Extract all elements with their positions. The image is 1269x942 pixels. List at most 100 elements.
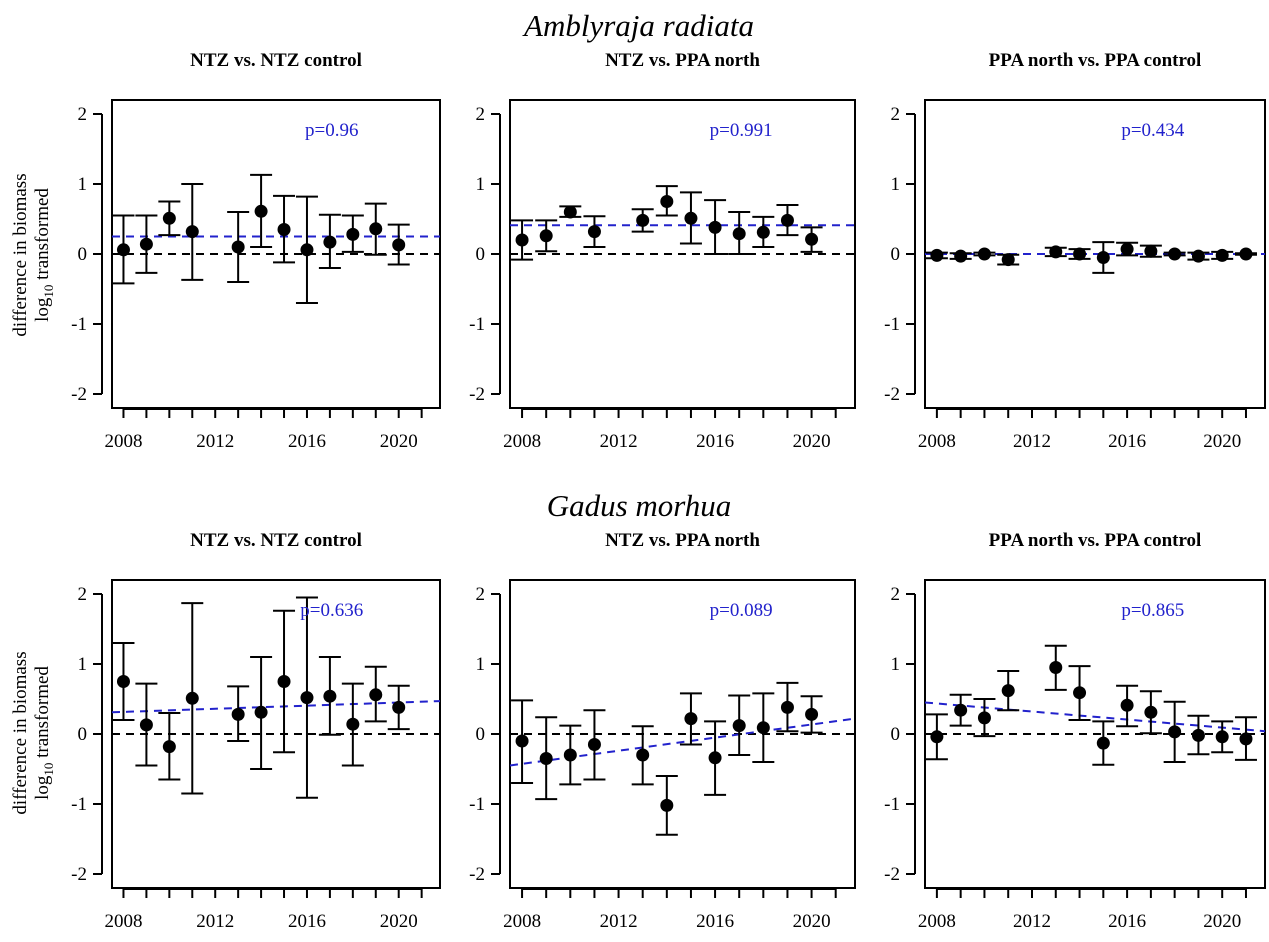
data-point bbox=[116, 675, 130, 688]
data-point bbox=[1096, 736, 1110, 750]
x-tick-label: 2020 bbox=[793, 911, 831, 932]
panel-title: NTZ vs. NTZ control bbox=[190, 530, 362, 551]
data-point bbox=[930, 730, 944, 744]
x-tick-label: 2016 bbox=[288, 431, 326, 452]
x-tick-label: 2016 bbox=[1108, 911, 1146, 932]
ylabel-bottom: difference in biomass log10 transformed bbox=[10, 651, 56, 814]
data-point bbox=[930, 248, 944, 262]
data-point bbox=[1120, 242, 1134, 256]
data-point bbox=[515, 233, 529, 247]
data-point bbox=[162, 211, 176, 225]
panel-5: NTZ vs. PPA north -2 -1 0 1 2 2008 2012 2016 2020… bbox=[469, 530, 856, 932]
data-point bbox=[1239, 732, 1253, 746]
data-point bbox=[780, 213, 794, 227]
species-title-top: Amblyraja radiata bbox=[522, 8, 754, 43]
y-axis: -2 -1 0 1 2 bbox=[884, 584, 916, 885]
x-axis: 2008 2012 2016 2020 bbox=[503, 408, 837, 452]
p-value-label: p=0.991 bbox=[710, 120, 773, 141]
y-axis: -2 -1 0 1 2 bbox=[884, 104, 916, 405]
data-point bbox=[1001, 684, 1015, 698]
data-point bbox=[756, 225, 770, 239]
panel-title: PPA north vs. PPA control bbox=[989, 530, 1202, 551]
x-axis: 2008 2012 2016 2020 bbox=[918, 408, 1247, 452]
y-axis: -2 -1 0 1 2 bbox=[71, 584, 103, 885]
x-tick-label: 2020 bbox=[380, 911, 418, 932]
x-tick-label: 2012 bbox=[196, 431, 234, 452]
y-tick-label: 0 bbox=[891, 724, 901, 745]
p-value-label: p=0.434 bbox=[1121, 120, 1184, 141]
x-tick-label: 2008 bbox=[104, 431, 142, 452]
data-point bbox=[805, 707, 819, 721]
y-tick-label: 0 bbox=[78, 724, 88, 745]
data-point bbox=[977, 247, 991, 261]
data-point bbox=[954, 249, 968, 263]
x-tick-label: 2016 bbox=[288, 911, 326, 932]
data-point bbox=[1239, 247, 1253, 261]
y-tick-label: -2 bbox=[884, 384, 900, 405]
data-point bbox=[1120, 698, 1134, 712]
y-tick-label: -1 bbox=[469, 314, 485, 335]
data-point bbox=[139, 237, 153, 251]
data-point bbox=[636, 213, 650, 227]
p-value-label: p=0.089 bbox=[710, 600, 773, 621]
y-tick-label: -1 bbox=[469, 794, 485, 815]
data-point bbox=[300, 691, 314, 705]
p-value-label: p=0.865 bbox=[1121, 600, 1184, 621]
data-point bbox=[660, 195, 674, 208]
y-tick-label: 1 bbox=[78, 174, 88, 195]
data-point bbox=[539, 752, 553, 765]
y-tick-label: -1 bbox=[884, 794, 900, 815]
data-point bbox=[587, 225, 601, 239]
x-tick-label: 2020 bbox=[793, 431, 831, 452]
x-tick-label: 2016 bbox=[696, 911, 734, 932]
x-tick-label: 2020 bbox=[1203, 431, 1241, 452]
y-tick-label: 1 bbox=[891, 654, 901, 675]
data-point bbox=[1144, 705, 1158, 719]
x-tick-label: 2012 bbox=[196, 911, 234, 932]
data-points bbox=[511, 681, 823, 836]
data-point bbox=[323, 235, 337, 249]
panel-title: PPA north vs. PPA control bbox=[989, 50, 1202, 71]
data-point bbox=[1096, 251, 1110, 264]
data-point bbox=[277, 223, 291, 236]
data-point bbox=[1073, 686, 1087, 700]
y-tick-label: 2 bbox=[891, 104, 901, 125]
data-point bbox=[1001, 253, 1015, 267]
panel-2: NTZ vs. PPA north -2 -1 0 1 2 2008 2012 2016 2020… bbox=[469, 50, 856, 452]
data-point bbox=[756, 721, 770, 735]
data-point bbox=[708, 220, 722, 234]
trend-line bbox=[924, 701, 1266, 733]
data-point bbox=[805, 232, 819, 246]
data-points bbox=[112, 173, 410, 304]
data-point bbox=[684, 211, 698, 225]
data-point bbox=[369, 688, 383, 702]
data-point bbox=[977, 711, 991, 725]
data-point bbox=[231, 240, 245, 254]
y-tick-label: 1 bbox=[891, 174, 901, 195]
ylabel-top: difference in biomass log10 transformed bbox=[10, 173, 56, 336]
data-point bbox=[563, 205, 577, 219]
data-point bbox=[254, 204, 268, 218]
y-axis: -2 -1 0 1 2 bbox=[71, 104, 103, 405]
data-point bbox=[185, 691, 199, 705]
data-point bbox=[732, 719, 746, 733]
y-tick-label: 2 bbox=[891, 584, 901, 605]
y-tick-label: -1 bbox=[71, 794, 87, 815]
y-tick-label: 2 bbox=[78, 104, 88, 125]
p-value-label: p=0.96 bbox=[305, 120, 358, 141]
data-point bbox=[392, 238, 406, 252]
data-points bbox=[112, 596, 410, 799]
data-point bbox=[1215, 248, 1229, 262]
y-tick-label: -2 bbox=[71, 864, 87, 885]
x-tick-label: 2020 bbox=[380, 431, 418, 452]
x-axis: 2008 2012 2016 2020 bbox=[918, 888, 1247, 932]
x-axis: 2008 2012 2016 2020 bbox=[503, 888, 837, 932]
x-tick-label: 2016 bbox=[696, 431, 734, 452]
y-tick-label: -1 bbox=[71, 314, 87, 335]
data-point bbox=[1191, 249, 1205, 263]
y-tick-label: -2 bbox=[884, 864, 900, 885]
panel-6: PPA north vs. PPA control -2 -1 0 1 2 2008 2012… bbox=[884, 530, 1266, 932]
